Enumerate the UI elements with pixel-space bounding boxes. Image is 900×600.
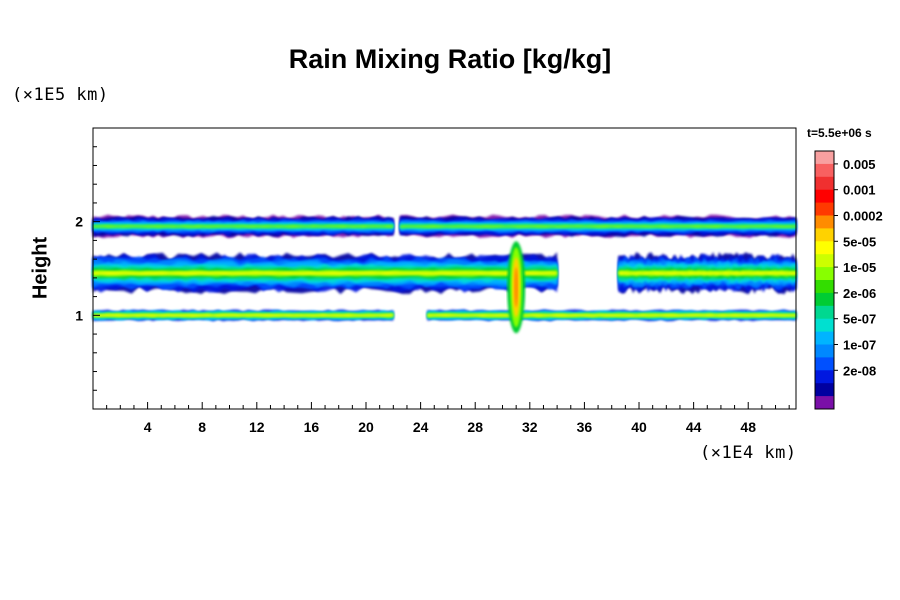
chart-title: Rain Mixing Ratio [kg/kg]	[288, 44, 612, 74]
colorbar-swatch	[815, 202, 834, 216]
x-tick-label: 12	[249, 419, 265, 435]
x-tick-label: 32	[522, 419, 538, 435]
colorbar-label: 0.0002	[843, 209, 883, 224]
colorbar-label: 2e-06	[843, 286, 876, 301]
colorbar-swatch	[815, 254, 834, 268]
colorbar-label: 1e-07	[843, 338, 876, 353]
colorbar-swatch	[815, 241, 834, 255]
colorbar-swatch	[815, 215, 834, 229]
plot-frame	[92, 127, 797, 410]
colorbar-swatch	[815, 357, 834, 371]
colorbar-label: 0.005	[843, 157, 876, 172]
colorbar-swatch	[815, 292, 834, 307]
colorbar-label: 1e-05	[843, 260, 876, 275]
x-axis-unit: (×1E4 km)	[700, 443, 797, 463]
colorbar-swatch	[815, 318, 834, 333]
colorbar-label: 5e-07	[843, 312, 876, 327]
band-layer	[93, 314, 394, 317]
colorbar-swatch	[815, 344, 834, 358]
colorbar-label: 0.001	[843, 183, 876, 198]
x-tick-label: 8	[198, 419, 206, 435]
x-tick-label: 20	[358, 419, 374, 435]
band-layer	[93, 271, 558, 275]
colorbar-swatch	[815, 331, 834, 345]
band-layer	[618, 271, 796, 275]
colorbar-label: 5e-05	[843, 234, 876, 249]
colorbar-swatch	[815, 189, 834, 204]
band-layer	[400, 224, 796, 228]
colorbar-swatch	[815, 396, 834, 410]
time-label: t=5.5e+06 s	[807, 126, 872, 140]
colorbar-swatch	[815, 151, 834, 165]
rain-band	[93, 214, 796, 238]
colorbar-swatch	[815, 176, 834, 191]
x-tick-label: 24	[413, 419, 429, 435]
plume-layer	[514, 267, 519, 308]
y-axis-unit: (×1E5 km)	[12, 85, 109, 105]
x-tick-label: 36	[577, 419, 593, 435]
colorbar-swatch	[815, 228, 834, 242]
colorbar-frame	[814, 150, 835, 410]
colorbar-label: 2e-08	[843, 363, 876, 378]
x-tick-label: 48	[740, 419, 756, 435]
rain-band	[93, 309, 796, 322]
colorbar-swatch	[815, 280, 834, 294]
x-tick-label: 40	[631, 419, 647, 435]
band-layer	[93, 225, 394, 228]
x-tick-label: 28	[467, 419, 483, 435]
convective-plume	[507, 241, 526, 334]
rain-band	[93, 252, 796, 295]
colorbar-swatch	[815, 163, 834, 178]
colorbar-swatch	[815, 267, 834, 281]
colorbar-swatch	[815, 383, 834, 397]
x-tick-label: 4	[144, 419, 152, 435]
colorbar-swatch	[815, 305, 834, 320]
x-tick-label: 16	[304, 419, 320, 435]
colorbar: 0.005 0.001 0.0002 5e-05 1e-05 2e-06 5e-07 1e-0…	[814, 150, 883, 410]
y-tick-label: 2	[75, 214, 83, 230]
x-tick-label: 44	[686, 419, 702, 435]
data-field	[93, 214, 796, 334]
y-tick-label: 1	[75, 307, 83, 323]
colorbar-swatch	[815, 370, 834, 384]
